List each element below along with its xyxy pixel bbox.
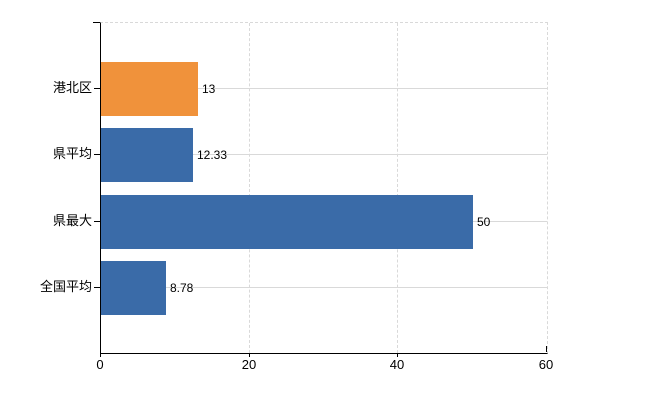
y-axis-tick xyxy=(94,154,100,155)
category-label: 全国平均 xyxy=(39,279,92,294)
bar-value-label: 12.33 xyxy=(197,148,228,162)
x-tick-label: 60 xyxy=(538,357,554,372)
plot-area: 13 12.33 50 8.78 xyxy=(100,22,548,354)
bar-value-label: 50 xyxy=(477,215,491,229)
category-label: 港北区 xyxy=(52,80,92,95)
y-axis-top-cap xyxy=(93,22,100,23)
x-tick-label: 20 xyxy=(241,357,257,372)
x-tick-label: 0 xyxy=(96,357,104,372)
horizontal-gridline xyxy=(101,154,547,155)
category-label: 県最大 xyxy=(52,213,92,228)
y-axis-tick xyxy=(94,88,100,89)
vertical-gridline xyxy=(397,23,398,353)
category-label: 県平均 xyxy=(52,146,92,161)
bar xyxy=(101,195,473,249)
bar xyxy=(101,62,198,116)
bar xyxy=(101,128,193,182)
x-axis-right-cap xyxy=(546,346,547,352)
x-axis-tick xyxy=(397,353,398,357)
horizontal-gridline xyxy=(101,88,547,89)
y-axis-tick xyxy=(94,287,100,288)
x-tick-label: 40 xyxy=(389,357,405,372)
bar-value-label: 13 xyxy=(202,82,216,96)
y-axis-tick xyxy=(94,221,100,222)
vertical-gridline xyxy=(249,23,250,353)
x-axis-tick xyxy=(249,353,250,357)
x-axis-tick xyxy=(100,353,101,357)
bar-value-label: 8.78 xyxy=(170,281,194,295)
bar xyxy=(101,261,166,315)
horizontal-gridline xyxy=(101,287,547,288)
